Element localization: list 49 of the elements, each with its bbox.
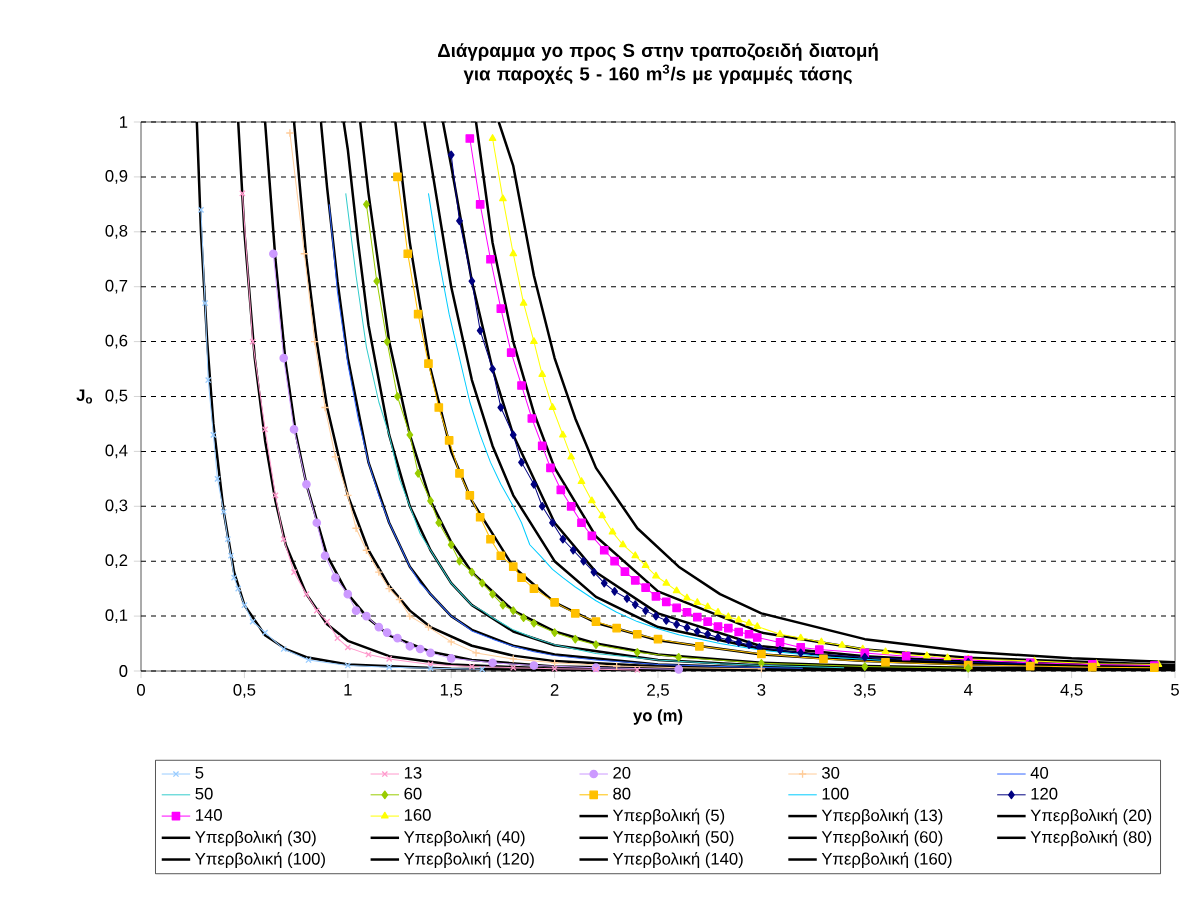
legend-label: Υπερβολική (120) [404,851,534,868]
chart-title: Διάγραμμα yo προς S στην τραποζοειδή διατομή για παροχές 5 - 160 m$^{3}$/s με γραμμές τάσης [438,43,878,85]
x-tick-label: 1 [344,683,352,696]
legend-label: 20 [613,766,631,779]
x-tick-label: 1,5 [440,683,463,698]
legend-label: Υπερβολική (20) [1030,808,1152,825]
legend-label: Υπερβολική (13) [821,808,943,825]
legend-label: 140 [196,809,222,821]
x-axis-title: yo (m) [633,709,683,725]
y-tick-label: 0,7 [105,279,128,294]
legend-label: 160 [404,809,431,821]
legend-label: Υπερβολική (60) [821,830,943,847]
x-tick-label: 5 [1171,683,1179,696]
legend-label: Υπερβολική (40) [404,830,525,847]
x-tick-label: 0 [137,684,145,696]
y-tick-label: 0,6 [105,334,128,349]
legend-label: 120 [1031,787,1058,800]
y-tick-label: 0,9 [105,170,128,184]
y-axis-title: J$_{o}$ [76,389,93,404]
y-tick-label: 0,1 [105,609,128,623]
legend-label: 60 [404,787,422,800]
x-tick-label: 2,5 [647,684,669,698]
legend-label: 50 [195,787,213,800]
x-tick-label: 4,5 [1060,683,1083,698]
legend-label: 5 [195,767,204,779]
x-tick-label: 3,5 [853,684,876,698]
legend-label: Υπερβολική (140) [612,851,743,868]
legend-label: 30 [821,766,840,779]
legend-label: Υπερβολική (160) [821,851,952,868]
x-tick-label: 3 [757,684,766,696]
legend-label: Υπερβολική (30) [195,830,316,847]
y-tick-label: 0,3 [105,499,128,514]
x-tick-label: 2 [550,684,559,696]
legend-label: 100 [822,787,849,800]
x-tick-label: 4 [963,683,973,696]
legend-label: Υπερβολική (100) [195,851,325,868]
y-tick-label: 0,5 [105,389,128,404]
x-tick-label: 0,5 [233,684,256,698]
legend-label: Υπερβολική (5) [612,808,725,825]
legend-label: 13 [404,766,422,779]
y-tick-label: 0,4 [105,444,128,459]
y-tick-label: 0 [119,665,128,677]
legend-label: Υπερβολική (80) [1030,830,1152,847]
y-tick-label: 0,2 [105,554,128,569]
legend-label: 40 [1030,766,1049,779]
y-tick-label: 0,8 [105,224,128,239]
y-tick-label: 1 [120,116,128,128]
legend-label: 80 [613,787,631,800]
legend-label: Υπερβολική (50) [612,830,734,847]
